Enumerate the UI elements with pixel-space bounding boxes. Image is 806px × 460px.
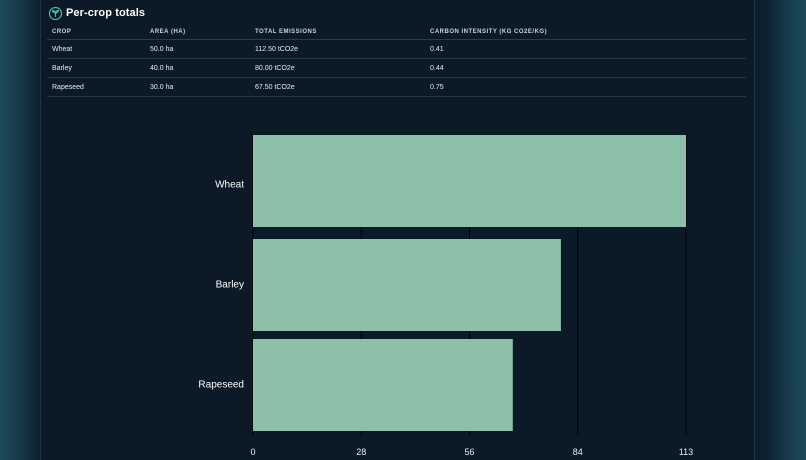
table-header-row: CROP AREA (HA) TOTAL EMISSIONS CARBON IN… <box>47 25 746 40</box>
x-tick-label-1: 28 <box>356 447 366 457</box>
table-row: Wheat 50.0 ha 112.50 tCO2e 0.41 <box>47 39 746 59</box>
column-header-carbon-intensity: CARBON INTENSITY (KG CO2E/KG) <box>425 25 746 40</box>
bar-barley <box>253 239 561 331</box>
emissions-bar-chart: Wheat Barley Rapeseed 0 28 56 84 113 <box>198 135 693 457</box>
cell-carbon-intensity: 0.44 <box>425 58 746 78</box>
cell-crop: Rapeseed <box>47 77 145 97</box>
table-row: Rapeseed 30.0 ha 67.50 tCO2e 0.75 <box>47 77 746 97</box>
table-row: Barley 40.0 ha 80.00 tCO2e 0.44 <box>47 58 746 78</box>
cell-area: 30.0 ha <box>145 77 250 97</box>
cell-crop: Barley <box>47 58 145 78</box>
x-tick-label-3: 84 <box>573 447 583 457</box>
bar-wheat <box>253 135 686 227</box>
column-header-crop: CROP <box>47 25 145 40</box>
bar-rapeseed <box>253 339 513 431</box>
cell-carbon-intensity: 0.75 <box>425 77 746 97</box>
sprout-icon <box>48 6 63 20</box>
per-crop-table: CROP AREA (HA) TOTAL EMISSIONS CARBON IN… <box>47 25 746 97</box>
column-header-area: AREA (HA) <box>145 25 250 40</box>
x-tick-label-0: 0 <box>250 447 255 457</box>
column-header-total-emissions: TOTAL EMISSIONS <box>250 25 425 40</box>
per-crop-panel: Per-crop totals CROP AREA (HA) TOTAL EMI… <box>40 0 755 460</box>
cell-area: 40.0 ha <box>145 58 250 78</box>
category-label-barley: Barley <box>216 280 244 291</box>
category-label-rapeseed: Rapeseed <box>198 380 244 391</box>
cell-carbon-intensity: 0.41 <box>425 39 746 59</box>
section-title: Per-crop totals <box>66 7 146 19</box>
cell-area: 50.0 ha <box>145 39 250 59</box>
category-label-wheat: Wheat <box>215 180 244 191</box>
x-tick-label-2: 56 <box>464 447 474 457</box>
section-header: Per-crop totals <box>48 5 146 21</box>
cell-total-emissions: 80.00 tCO2e <box>250 58 425 78</box>
x-tick-label-4: 113 <box>679 447 693 457</box>
cell-crop: Wheat <box>47 39 145 59</box>
cell-total-emissions: 67.50 tCO2e <box>250 77 425 97</box>
cell-total-emissions: 112.50 tCO2e <box>250 39 425 59</box>
